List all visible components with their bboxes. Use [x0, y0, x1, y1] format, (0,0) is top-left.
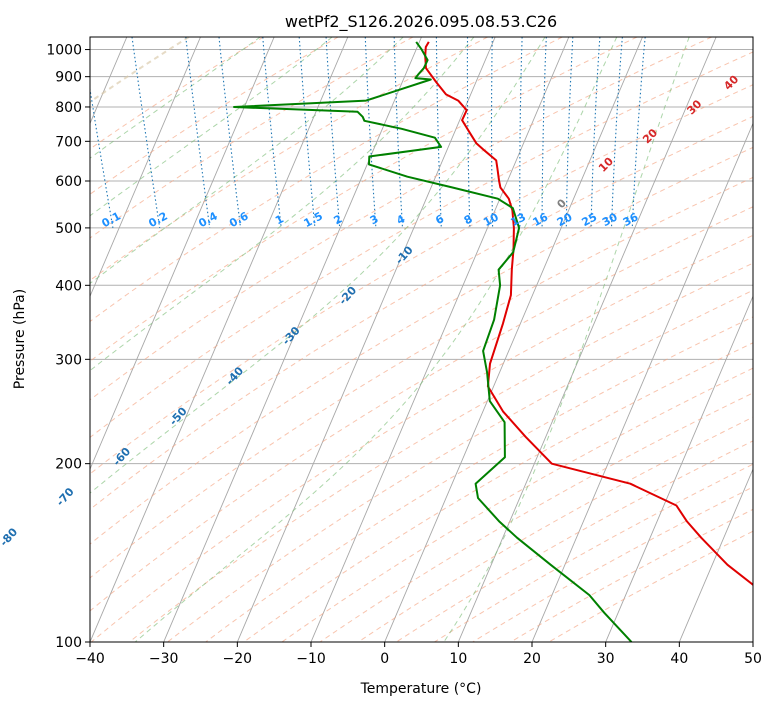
isotherm-line	[384, 37, 643, 642]
isotherm-line	[752, 640, 753, 642]
y-tick-label: 900	[55, 70, 82, 86]
dry-adiabat-line	[548, 530, 753, 642]
x-tick-label: 20	[523, 651, 541, 667]
dry-adiabat-line	[396, 440, 753, 642]
dry-adiabat-line	[281, 367, 753, 642]
mixing-ratio-line	[90, 85, 114, 228]
y-tick-label: 800	[55, 100, 82, 116]
y-tick-label: 400	[55, 278, 82, 294]
axes: −40 −30 −20 −10 0 10 20 30 40 50 100 200 300 400 500 60…	[46, 43, 762, 667]
x-tick-label: −10	[296, 651, 326, 667]
mixing-ratio-label: 16	[531, 210, 551, 229]
moist-adiabat-line	[443, 37, 690, 642]
mixing-ratio-label: 25	[580, 210, 600, 229]
chart-title: wetPf2_S126.2026.095.08.53.C26	[285, 12, 557, 32]
dry-adiabat-line	[90, 37, 339, 195]
temperature-profile-line	[424, 41, 753, 587]
y-tick-label: 500	[55, 221, 82, 237]
x-tick-label: 50	[744, 651, 762, 667]
mixing-ratio-label: 30	[600, 210, 620, 229]
x-tick-label: 10	[449, 651, 467, 667]
dry-adiabat-line	[319, 392, 753, 642]
isotherm-line	[163, 37, 422, 642]
x-tick-label: 30	[597, 651, 615, 667]
isotherm-line	[531, 122, 753, 642]
dry-adiabat-line	[90, 37, 712, 401]
moist-adiabat-line	[90, 37, 404, 285]
x-tick-label: 0	[380, 651, 389, 667]
dry-adiabat-line	[129, 262, 753, 642]
plot-background	[90, 37, 753, 642]
mixing-ratio-label: 20	[555, 210, 575, 229]
dry-adiabat-line	[434, 463, 753, 642]
moist-adiabat-line	[90, 37, 475, 372]
moist-adiabat-line	[90, 37, 546, 494]
isotherm-line	[90, 37, 349, 642]
isotherm-line	[236, 37, 496, 642]
dry-adiabat-line	[90, 51, 753, 439]
dry-adiabat-line	[90, 206, 753, 612]
x-tick-label: −20	[223, 651, 253, 667]
mixing-ratio-line	[185, 37, 211, 228]
dry-adiabat-line	[205, 316, 753, 642]
moist-adiabat-line	[134, 37, 618, 642]
x-tick-label: 40	[670, 651, 688, 667]
background-lines	[90, 37, 753, 642]
y-tick-label: 600	[55, 174, 82, 190]
dry-adiabat-label: -70	[54, 485, 77, 509]
x-tick-label: −30	[149, 651, 179, 667]
mixing-ratio-label: 10	[481, 210, 501, 229]
y-axis-label: Pressure (hPa)	[12, 289, 28, 389]
y-tick-label: 200	[55, 457, 82, 473]
dry-adiabat-line	[90, 176, 753, 579]
x-tick-label: −40	[75, 651, 105, 667]
y-tick-label: 700	[55, 134, 82, 150]
y-tick-label: 100	[55, 635, 82, 651]
isotherm-line	[90, 37, 275, 471]
dry-adiabat-line	[510, 508, 753, 642]
mixing-ratio-line	[131, 37, 161, 228]
plot-frame	[89, 36, 754, 643]
dry-adiabat-label: -80	[0, 525, 20, 549]
dry-adiabat-line	[90, 146, 753, 545]
mixing-ratio-label: 36	[621, 210, 641, 229]
dry-adiabat-line	[90, 115, 753, 511]
y-tick-label: 1000	[46, 43, 82, 59]
y-tick-label: 300	[55, 352, 82, 368]
mixing-ratio-label: 13	[508, 210, 528, 229]
dry-adiabat-line	[167, 289, 753, 642]
dry-adiabat-line	[90, 234, 753, 642]
dry-adiabat-line	[90, 37, 414, 239]
moist-adiabat-line	[90, 37, 261, 159]
profile-series	[233, 41, 753, 642]
isotherm-line	[605, 295, 753, 642]
x-axis-label: Temperature (°C)	[360, 681, 482, 697]
isotherm-line	[90, 37, 201, 298]
dewpoint-profile-line	[233, 41, 633, 642]
isotherm-line	[457, 37, 717, 642]
isotherm-line	[678, 467, 753, 642]
mixing-ratio-line	[218, 37, 242, 228]
